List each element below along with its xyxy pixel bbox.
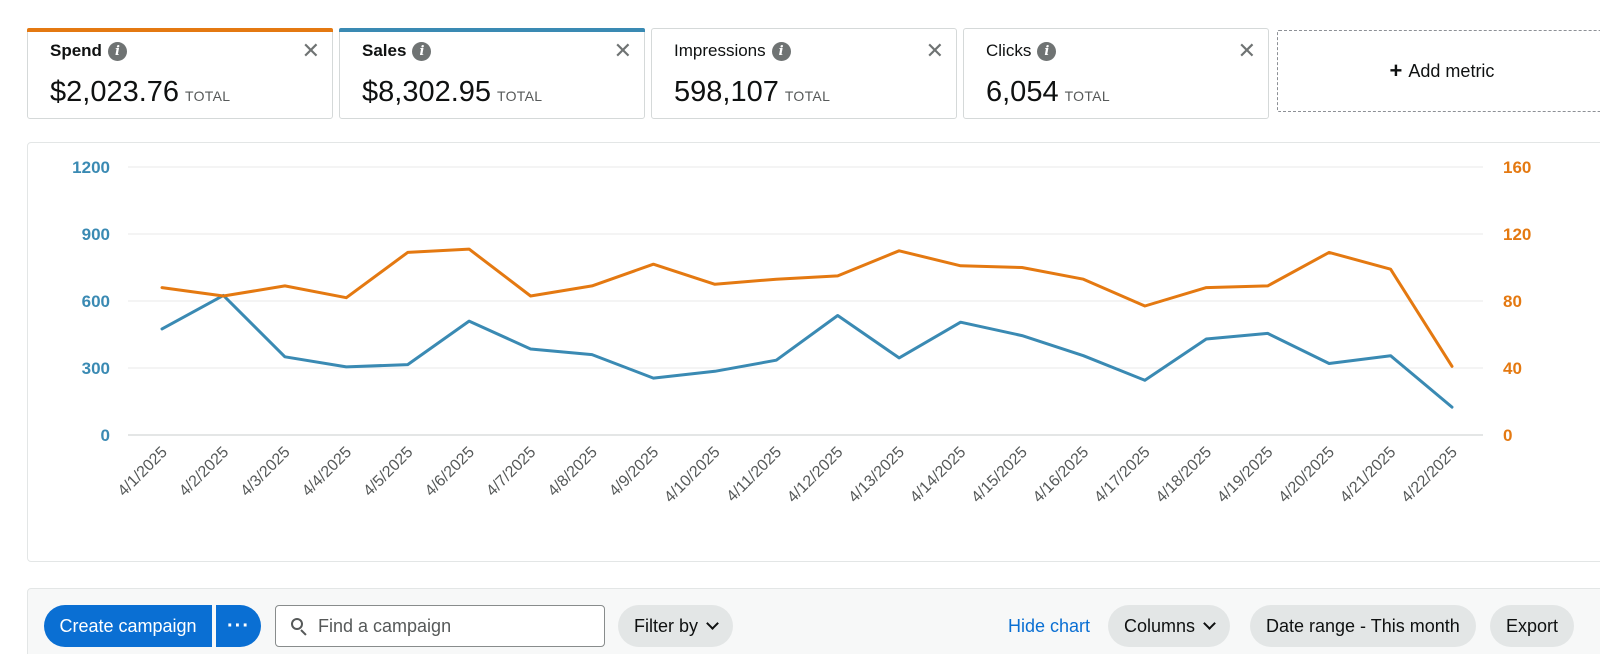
x-tick-label: 4/17/2025 xyxy=(1091,444,1153,506)
x-tick-label: 4/15/2025 xyxy=(968,444,1030,506)
x-tick-label: 4/7/2025 xyxy=(483,444,539,500)
info-icon[interactable]: i xyxy=(412,41,432,61)
x-tick-label: 4/20/2025 xyxy=(1276,444,1338,506)
search-icon xyxy=(276,605,310,647)
series-line-sales xyxy=(160,293,1454,409)
chevron-down-icon xyxy=(1203,617,1216,630)
add-metric-label: Add metric xyxy=(1408,60,1495,81)
x-tick-label: 4/19/2025 xyxy=(1214,444,1276,506)
chevron-down-icon xyxy=(706,617,719,630)
create-campaign-button[interactable]: Create campaign xyxy=(44,605,212,647)
date-range-button[interactable]: Date range - This month xyxy=(1250,605,1476,647)
x-tick-label: 4/22/2025 xyxy=(1398,444,1460,506)
y-left-tick-label: 0 xyxy=(101,426,110,445)
metric-card-clicks[interactable]: Clicks i ✕ 6,054 TOTAL xyxy=(963,28,1269,119)
plus-icon: + xyxy=(1389,58,1403,83)
y-left-tick-label: 1200 xyxy=(72,158,110,177)
metric-value: $8,302.95 TOTAL xyxy=(362,76,543,108)
add-metric-button[interactable]: + Add metric xyxy=(1277,30,1600,112)
performance-chart: 0 300 600 900 1200 0 40 80 120 160 4/1/2025 4/2/202… xyxy=(72,158,1531,506)
x-tick-label: 4/6/2025 xyxy=(422,444,478,500)
columns-label: Columns xyxy=(1124,615,1196,636)
search-input[interactable] xyxy=(310,606,590,646)
metric-color-bar xyxy=(339,28,645,32)
metric-name: Sales i xyxy=(362,41,432,61)
export-button[interactable]: Export xyxy=(1490,605,1575,647)
metric-name: Spend i xyxy=(50,41,127,61)
metrics-row: Spend i ✕ $2,023.76 TOTAL Sales i ✕ $8,302.… xyxy=(27,28,1600,120)
search-box[interactable] xyxy=(275,605,605,647)
x-tick-label: 4/5/2025 xyxy=(360,444,416,500)
x-tick-label: 4/1/2025 xyxy=(115,444,171,500)
x-tick-label: 4/21/2025 xyxy=(1337,444,1399,506)
x-tick-label: 4/16/2025 xyxy=(1030,444,1092,506)
series-line-spend xyxy=(160,247,1454,368)
metric-card-sales[interactable]: Sales i ✕ $8,302.95 TOTAL xyxy=(339,28,645,119)
y-right-tick-label: 0 xyxy=(1503,426,1512,445)
metric-card-impressions[interactable]: Impressions i ✕ 598,107 TOTAL xyxy=(651,28,957,119)
x-tick-label: 4/14/2025 xyxy=(907,444,969,506)
metric-value: $2,023.76 TOTAL xyxy=(50,76,231,108)
x-tick-label: 4/12/2025 xyxy=(784,444,846,506)
close-icon[interactable]: ✕ xyxy=(301,38,320,63)
x-tick-label: 4/11/2025 xyxy=(724,444,786,506)
close-icon[interactable]: ✕ xyxy=(1237,38,1256,63)
more-icon[interactable]: ··· xyxy=(216,605,261,647)
columns-button[interactable]: Columns xyxy=(1108,605,1231,647)
x-tick-label: 4/13/2025 xyxy=(846,444,908,506)
x-tick-label: 4/18/2025 xyxy=(1153,444,1215,506)
y-right-tick-label: 160 xyxy=(1503,158,1531,177)
close-icon[interactable]: ✕ xyxy=(613,38,632,63)
filter-by-button[interactable]: Filter by xyxy=(618,605,734,647)
metric-value: 598,107 TOTAL xyxy=(674,76,831,108)
metric-value: 6,054 TOTAL xyxy=(986,76,1110,108)
info-icon[interactable]: i xyxy=(1037,41,1057,61)
chart-panel: 0 300 600 900 1200 0 40 80 120 160 4/1/2025 4/2/202… xyxy=(27,142,1600,562)
y-right-tick-label: 120 xyxy=(1503,225,1531,244)
y-left-tick-label: 900 xyxy=(82,225,110,244)
filter-by-label: Filter by xyxy=(634,615,699,636)
metric-name: Impressions i xyxy=(674,41,791,61)
x-tick-label: 4/9/2025 xyxy=(606,444,662,500)
metric-name: Clicks i xyxy=(986,41,1057,61)
y-right-tick-label: 40 xyxy=(1503,359,1522,378)
info-icon[interactable]: i xyxy=(107,41,127,61)
x-tick-label: 4/10/2025 xyxy=(661,444,723,506)
x-tick-label: 4/2/2025 xyxy=(176,444,232,500)
x-tick-label: 4/8/2025 xyxy=(545,444,601,500)
metric-card-spend[interactable]: Spend i ✕ $2,023.76 TOTAL xyxy=(27,28,333,119)
close-icon[interactable]: ✕ xyxy=(925,38,944,63)
y-left-tick-label: 600 xyxy=(82,292,110,311)
x-tick-label: 4/3/2025 xyxy=(238,444,294,500)
hide-chart-link[interactable]: Hide chart xyxy=(1008,616,1091,636)
y-left-tick-label: 300 xyxy=(82,359,110,378)
y-right-tick-label: 80 xyxy=(1503,292,1522,311)
metric-color-bar xyxy=(27,28,333,32)
info-icon[interactable]: i xyxy=(771,41,791,61)
campaign-toolbar: Create campaign ··· Filter by Hide chart… xyxy=(27,588,1600,654)
x-tick-label: 4/4/2025 xyxy=(299,444,355,500)
